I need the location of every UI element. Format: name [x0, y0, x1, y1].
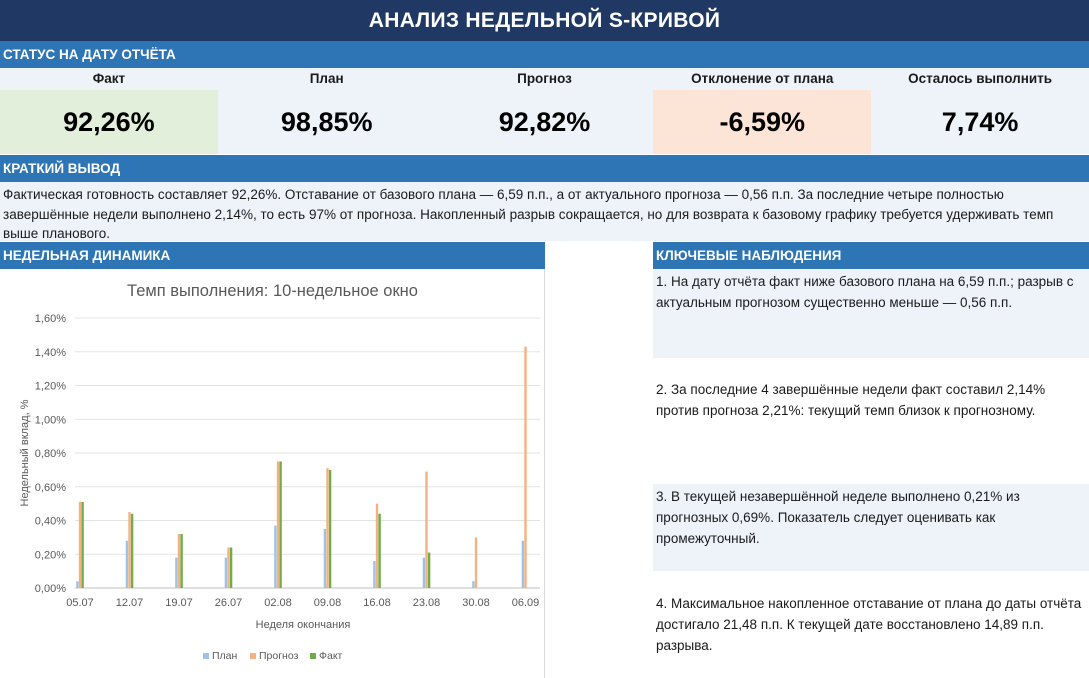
x-tick-label: 02.08 [264, 597, 292, 609]
y-tick-label: 1,00% [35, 414, 66, 426]
y-tick-label: 0,20% [35, 549, 66, 561]
y-tick-label: 1,20% [35, 381, 66, 393]
bar-forecast [276, 461, 280, 588]
chart-panel [0, 269, 545, 678]
x-tick-label: 23.08 [413, 597, 441, 609]
bar-fact [180, 534, 183, 588]
bar-forecast [375, 503, 379, 588]
kpi-label-remaining: Осталось выполнить [908, 71, 1053, 86]
weekly-bar-chart: 0,00% 0,20% 0,40% 0,60% 0,80% 1,00% 1,20% 1,40%… [19, 313, 540, 662]
bar-fact [328, 469, 332, 588]
bar-plan [274, 525, 277, 588]
bar-forecast [177, 534, 181, 588]
bar-forecast [78, 501, 82, 588]
y-tick-label: 0,00% [35, 583, 66, 595]
y-tick-label: 1,60% [35, 313, 66, 325]
bar-plan [224, 557, 228, 588]
legend-swatch [310, 653, 316, 659]
bar-forecast [227, 547, 230, 588]
bar-forecast [425, 471, 428, 588]
bar-plan [76, 581, 79, 588]
observation-4: 4. Максимальное накопленное отставание о… [656, 596, 1082, 653]
kpi-value-plan: 98,85% [217, 90, 436, 154]
y-tick-label: 1,40% [35, 347, 66, 359]
bar-plan [472, 581, 475, 588]
bar-fact [378, 513, 381, 588]
bar-fact [427, 552, 431, 588]
bar-plan [175, 557, 178, 588]
bar-fact [279, 461, 282, 588]
kpi-label-row: Факт План Прогноз Отклонение от плана Ос… [0, 68, 1089, 90]
observation-2: 2. За последние 4 завершённые недели фак… [656, 382, 1046, 418]
kpi-value-remaining: 7,74% [871, 90, 1089, 154]
observation-3: 3. В текущей незавершённой неделе выполн… [653, 484, 1089, 571]
legend-swatch [203, 653, 209, 659]
legend-swatch [250, 653, 256, 659]
bar-fact [229, 547, 233, 588]
bar-plan [521, 540, 525, 588]
y-tick-label: 0,80% [35, 448, 66, 460]
summary-heading: КРАТКИЙ ВЫВОД [0, 155, 1089, 182]
chart-title: Темп выполнения: 10-недельное окно [127, 282, 418, 300]
kpi-label-deviation: Отклонение от плана [691, 71, 834, 86]
y-tick-label: 0,60% [35, 482, 66, 494]
kpi-value-deviation: -6,59% [653, 90, 872, 154]
x-tick-label: 16.08 [363, 597, 391, 609]
summary-text: Фактическая готовность составляет 92,26%… [0, 182, 1089, 241]
x-tick-label: 06.09 [512, 597, 540, 609]
y-axis-label: Недельный вклад, % [19, 399, 31, 506]
bar-forecast [524, 346, 527, 588]
observation-1: 1. На дату отчёта факт ниже базового пла… [653, 269, 1089, 358]
dynamics-heading: НЕДЕЛЬНАЯ ДИНАМИКА [0, 242, 545, 269]
legend-label: План [212, 650, 238, 662]
bar-plan [323, 528, 327, 588]
bar-plan [125, 540, 129, 588]
x-tick-label: 19.07 [165, 597, 193, 609]
bar-forecast [474, 537, 478, 588]
y-tick-label: 0,40% [35, 516, 66, 528]
legend-label: Прогноз [259, 650, 299, 662]
status-heading: СТАТУС НА ДАТУ ОТЧЁТА [0, 41, 1089, 68]
page-title: АНАЛИЗ НЕДЕЛЬНОЙ S-КРИВОЙ [0, 0, 1089, 41]
kpi-value-row: 92,26% 98,85% 92,82% -6,59% 7,74% [0, 90, 1089, 154]
kpi-label-fact: Факт [92, 71, 126, 86]
x-tick-label: 09.08 [314, 597, 342, 609]
bar-plan [422, 557, 426, 588]
bar-forecast [128, 512, 131, 588]
x-tick-label: 30.08 [462, 597, 490, 609]
bar-fact [130, 513, 134, 588]
observations-heading: КЛЮЧЕВЫЕ НАБЛЮДЕНИЯ [653, 242, 1089, 269]
x-tick-label: 05.07 [66, 597, 94, 609]
x-tick-label: 26.07 [215, 597, 243, 609]
bar-forecast [326, 468, 329, 588]
legend-label: Факт [319, 650, 343, 662]
kpi-value-forecast: 92,82% [435, 90, 654, 154]
kpi-label-plan: План [309, 71, 344, 86]
bar-fact [81, 501, 84, 588]
kpi-value-fact: 92,26% [0, 90, 218, 154]
bar-plan [373, 561, 376, 588]
kpi-label-forecast: Прогноз [517, 71, 572, 86]
x-axis-label: Неделя окончания [256, 619, 351, 631]
x-tick-label: 12.07 [116, 597, 144, 609]
